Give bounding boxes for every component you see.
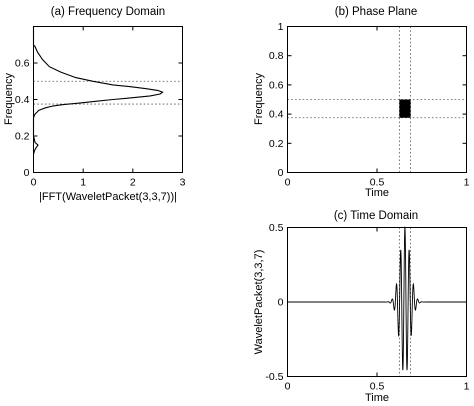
- y-tick-label: 0: [24, 167, 30, 179]
- x-tick-label: 0: [31, 177, 37, 189]
- y-tick-label: 1: [278, 21, 284, 33]
- x-tick-label: 1: [80, 177, 86, 189]
- x-tick-label: 0.5: [370, 177, 385, 189]
- x-tick-label: 1: [464, 177, 470, 189]
- phase-plane-x-ticks: 0 0.5 1: [285, 26, 470, 189]
- time-domain-panel: (c) Time Domain 0 0.5 1 -0.500.5 Time Wave…: [253, 210, 470, 404]
- frequency-domain-title: (a) Frequency Domain: [51, 6, 165, 18]
- time-domain-x-label: Time: [365, 392, 389, 404]
- y-tick-label: 0.2: [15, 131, 30, 143]
- x-tick-label: 0: [285, 177, 291, 189]
- y-tick-label: 0: [278, 297, 284, 309]
- time-domain-title: (c) Time Domain: [334, 210, 418, 222]
- time-domain-wavelet-curve: [287, 225, 467, 371]
- x-tick-label: 3: [180, 177, 186, 189]
- time-domain-y-label: WaveletPacket(3,3,7): [253, 250, 265, 355]
- phase-plane-axes-frame: [287, 26, 467, 173]
- y-tick-label: 0.5: [269, 222, 284, 234]
- phase-plane-reference-lines: [287, 26, 467, 173]
- x-tick-label: 1: [464, 381, 470, 393]
- time-domain-y-ticks: -0.5 0 0.5: [265, 222, 467, 383]
- phase-plane-y-label: Frequency: [253, 73, 265, 125]
- y-tick-label: 0.8: [269, 50, 284, 62]
- y-tick-label: 0.6: [15, 58, 30, 70]
- frequency-domain-reference-lines: [33, 80, 183, 105]
- frequency-domain-x-ticks: 0 1 2 3: [31, 26, 186, 189]
- phase-plane-title: (b) Phase Plane: [335, 6, 417, 18]
- frequency-domain-axes-frame: [33, 26, 183, 173]
- y-tick-label: 0.2: [269, 138, 284, 150]
- frequency-domain-fft-curve: [32, 26, 164, 155]
- phase-plane-x-label: Time: [365, 187, 389, 199]
- frequency-domain-panel: (a) Frequency Domain 0 1 2 3 0 0.2 0.4 0.6 |FF…: [3, 6, 186, 203]
- time-domain-axes-frame: [287, 227, 467, 377]
- phase-plane-tile: [399, 99, 411, 118]
- frequency-domain-y-ticks: 0 0.2 0.4 0.6: [15, 58, 183, 179]
- phase-plane-y-ticks: 0 0.2 0.4 0.6 0.8 1: [269, 21, 467, 179]
- y-tick-label: 0: [278, 167, 284, 179]
- x-tick-label: 0.5: [370, 381, 385, 393]
- y-tick-label: 0.6: [269, 79, 284, 91]
- frequency-domain-y-label: Frequency: [3, 73, 15, 125]
- phase-plane-panel: (b) Phase Plane 0 0.5 1 00.20.40.60.81 Tim…: [253, 6, 470, 199]
- y-tick-label: 0.4: [269, 109, 284, 121]
- time-domain-x-ticks: 0 0.5 1: [285, 227, 470, 393]
- frequency-domain-x-label: |FFT(WaveletPacket(3,3,7))|: [39, 191, 177, 203]
- x-tick-label: 2: [130, 177, 136, 189]
- y-tick-label: -0.5: [265, 371, 283, 383]
- y-tick-label: 0.4: [15, 94, 30, 106]
- x-tick-label: 0: [285, 381, 291, 393]
